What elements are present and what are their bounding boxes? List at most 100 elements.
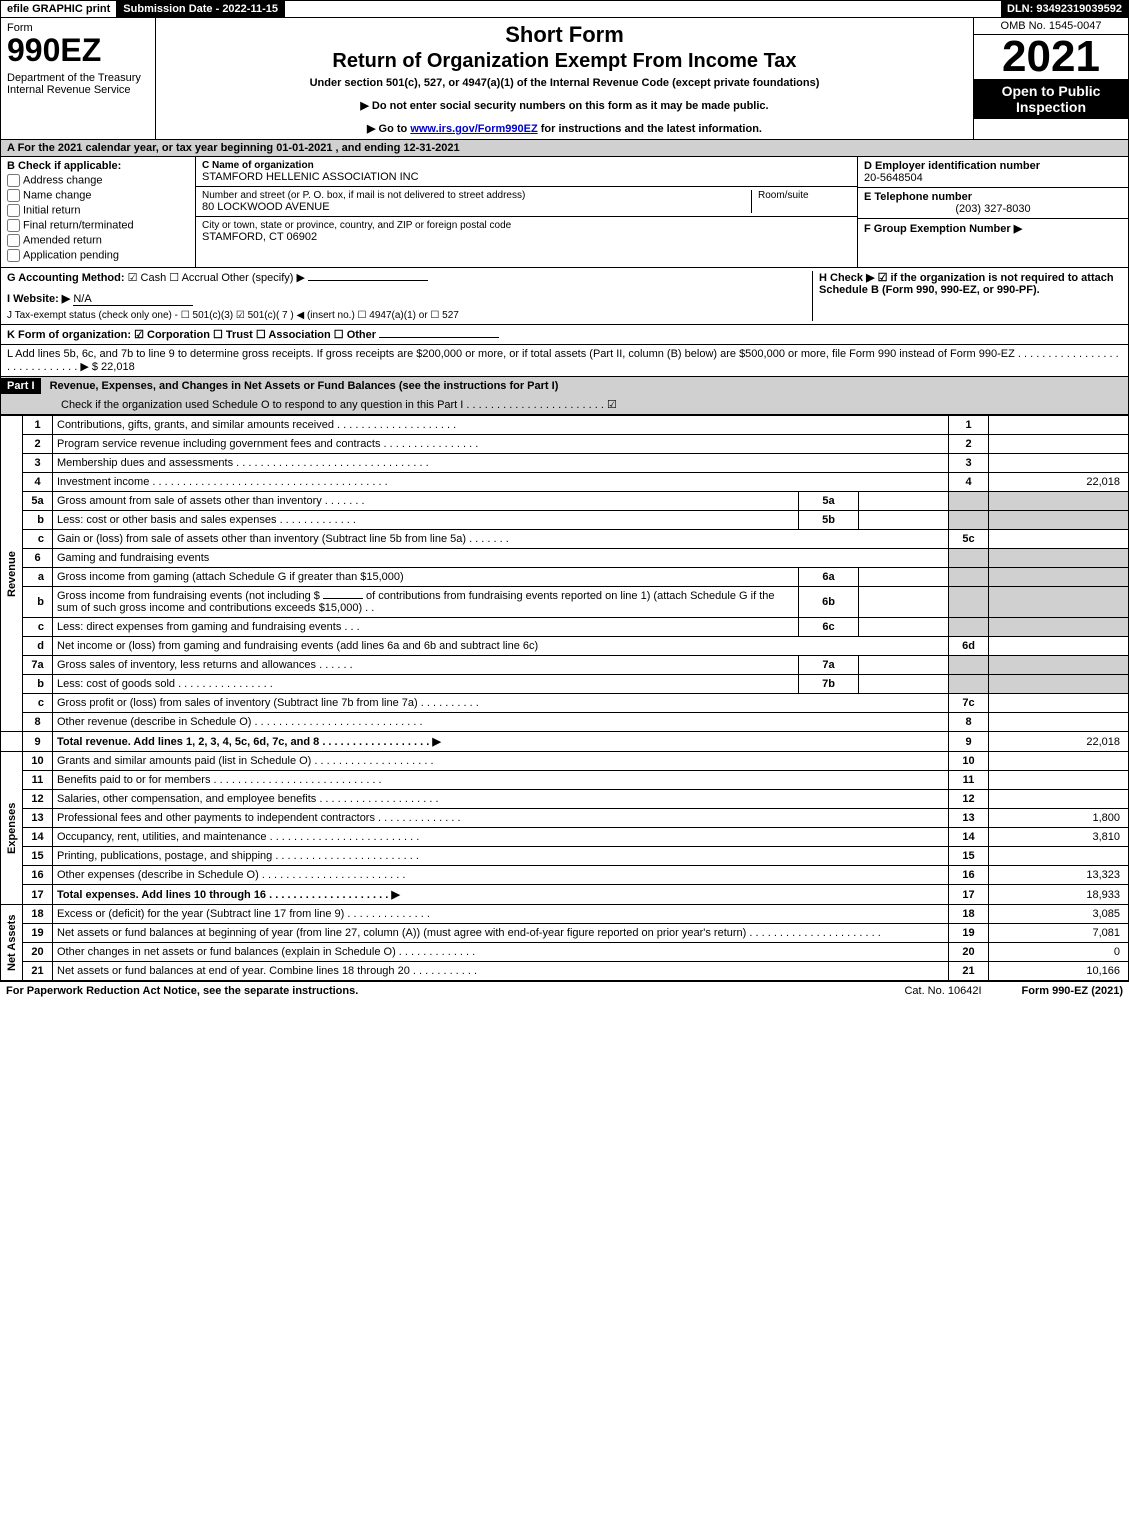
part1-title: Revenue, Expenses, and Changes in Net As… [44,377,565,395]
line-7b: Less: cost of goods sold . . . . . . . .… [53,675,799,694]
line-16: Other expenses (describe in Schedule O) … [53,866,949,885]
side-revenue: Revenue [1,416,23,732]
line-5a: Gross amount from sale of assets other t… [53,492,799,511]
k-line: K Form of organization: ☑ Corporation ☐ … [0,325,1129,345]
line-18: Excess or (deficit) for the year (Subtra… [53,905,949,924]
instruction-link: ▶ Go to www.irs.gov/Form990EZ for instru… [162,122,967,135]
check-initial-return[interactable]: Initial return [7,204,189,217]
line-6b: Gross income from fundraising events (no… [53,587,799,618]
e-label: E Telephone number [864,191,1122,203]
section-bcdef: B Check if applicable: Address change Na… [0,157,1129,268]
title-short-form: Short Form [162,22,967,48]
amt-20: 0 [989,943,1129,962]
line-a: A For the 2021 calendar year, or tax yea… [0,140,1129,157]
instr-post: for instructions and the latest informat… [538,123,762,135]
topbar-spacer [285,1,1001,17]
h-section: H Check ▶ ☑ if the organization is not r… [812,271,1122,321]
check-other[interactable]: Other (specify) ▶ [221,272,428,284]
line-13: Professional fees and other payments to … [53,809,949,828]
line-5b: Less: cost or other basis and sales expe… [53,511,799,530]
check-cash[interactable]: ☑ Cash [128,272,167,284]
line-4: Investment income . . . . . . . . . . . … [53,473,949,492]
website: N/A [73,293,193,306]
ein: 20-5648504 [864,172,1122,184]
telephone: (203) 327-8030 [864,203,1122,215]
efile-label[interactable]: efile GRAPHIC print [1,1,117,17]
dept-treasury: Department of the Treasury [7,72,149,84]
amt-21: 10,166 [989,962,1129,981]
side-net-assets: Net Assets [1,905,23,981]
line-11: Benefits paid to or for members . . . . … [53,771,949,790]
line-6d: Net income or (loss) from gaming and fun… [53,637,949,656]
city-label: City or town, state or province, country… [202,220,851,231]
line-12: Salaries, other compensation, and employ… [53,790,949,809]
top-bar: efile GRAPHIC print Submission Date - 20… [0,0,1129,18]
line-3: Membership dues and assessments . . . . … [53,454,949,473]
dept-irs: Internal Revenue Service [7,84,149,96]
l-line: L Add lines 5b, 6c, and 7b to line 9 to … [0,345,1129,377]
check-application-pending[interactable]: Application pending [7,249,189,262]
amt-1 [989,416,1129,435]
line-6a: Gross income from gaming (attach Schedul… [53,568,799,587]
instruction-ssn: ▶ Do not enter social security numbers o… [162,99,967,112]
form-number: 990EZ [7,34,149,66]
line-10: Grants and similar amounts paid (list in… [53,752,949,771]
section-b: B Check if applicable: Address change Na… [1,157,196,267]
line-14: Occupancy, rent, utilities, and maintena… [53,828,949,847]
row-num: 1 [23,416,53,435]
line-6: Gaming and fundraising events [53,549,949,568]
revenue-table: Revenue 1 Contributions, gifts, grants, … [0,415,1129,981]
section-gh: G Accounting Method: ☑ Cash ☐ Accrual Ot… [0,268,1129,325]
line-17: Total expenses. Add lines 10 through 16 … [53,885,949,905]
tax-year: 2021 [974,35,1128,79]
instr-pre: ▶ Go to [367,123,410,135]
section-c: C Name of organization STAMFORD HELLENIC… [196,157,858,267]
amt-18: 3,085 [989,905,1129,924]
open-public: Open to Public Inspection [974,79,1128,119]
check-amended-return[interactable]: Amended return [7,234,189,247]
street-label: Number and street (or P. O. box, if mail… [202,190,751,201]
dln: DLN: 93492319039592 [1001,1,1128,17]
page-footer: For Paperwork Reduction Act Notice, see … [0,981,1129,1000]
line-8: Other revenue (describe in Schedule O) .… [53,713,949,732]
check-accrual[interactable]: ☐ Accrual [169,272,218,284]
footer-cat: Cat. No. 10642I [904,985,981,997]
irs-link[interactable]: www.irs.gov/Form990EZ [410,123,537,135]
check-address-change[interactable]: Address change [7,174,189,187]
j-line: J Tax-exempt status (check only one) - ☐… [7,310,812,321]
footer-left: For Paperwork Reduction Act Notice, see … [6,985,904,997]
line-9: Total revenue. Add lines 1, 2, 3, 4, 5c,… [53,732,949,752]
f-label: F Group Exemption Number ▶ [864,223,1022,235]
line-5c: Gain or (loss) from sale of assets other… [53,530,949,549]
line-19: Net assets or fund balances at beginning… [53,924,949,943]
part1-check: Check if the organization used Schedule … [1,395,1128,414]
amt-14: 3,810 [989,828,1129,847]
footer-form: Form 990-EZ (2021) [1022,985,1123,997]
check-name-change[interactable]: Name change [7,189,189,202]
line-20: Other changes in net assets or fund bala… [53,943,949,962]
line-15: Printing, publications, postage, and shi… [53,847,949,866]
line-6c: Less: direct expenses from gaming and fu… [53,618,799,637]
amt-17: 18,933 [989,885,1129,905]
amt-13: 1,800 [989,809,1129,828]
line-2: Program service revenue including govern… [53,435,949,454]
h-text: H Check ▶ ☑ if the organization is not r… [819,271,1122,296]
side-expenses: Expenses [1,752,23,905]
part1-header: Part I Revenue, Expenses, and Changes in… [0,377,1129,415]
b-label: B Check if applicable: [7,160,189,172]
c-label: C Name of organization [202,160,851,171]
check-final-return[interactable]: Final return/terminated [7,219,189,232]
section-def: D Employer identification number 20-5648… [858,157,1128,267]
amt-num: 1 [949,416,989,435]
subtitle: Under section 501(c), 527, or 4947(a)(1)… [162,77,967,89]
amt-19: 7,081 [989,924,1129,943]
form-header: Form 990EZ Department of the Treasury In… [0,18,1129,140]
d-label: D Employer identification number [864,160,1122,172]
line-1: Contributions, gifts, grants, and simila… [53,416,949,435]
title-return: Return of Organization Exempt From Incom… [162,50,967,73]
i-label: I Website: ▶ [7,293,70,305]
line-7c: Gross profit or (loss) from sales of inv… [53,694,949,713]
amt-16: 13,323 [989,866,1129,885]
line-21: Net assets or fund balances at end of ye… [53,962,949,981]
submission-date: Submission Date - 2022-11-15 [117,1,285,17]
